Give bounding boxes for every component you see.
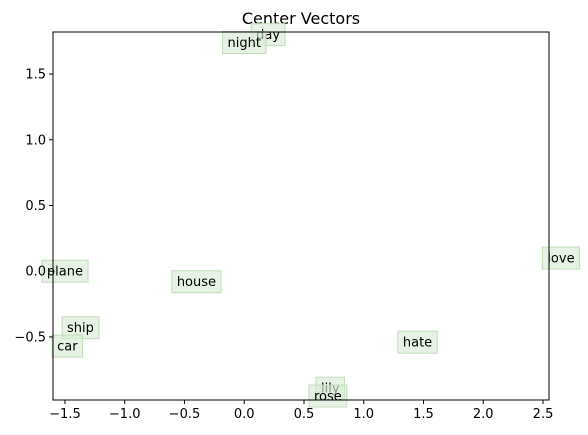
x-tick-label: −0.5 [169,407,201,422]
word-label: love [547,252,574,267]
word-label: ship [67,321,94,336]
x-tick-label: 1.0 [353,407,374,422]
word-label-box [51,334,84,358]
y-tick-label: 1.0 [25,133,46,148]
word-label: house [177,275,216,290]
word-point-love: love [541,246,581,270]
word-labels: daynightloveplanehouseshipcarhatelilyros… [41,23,581,408]
y-tick-label: −0.5 [14,330,46,345]
word-point-hate: hate [397,330,438,354]
word-point-plane: plane [41,259,89,283]
word-label-box [541,246,581,270]
word-point-night: night [222,31,267,55]
x-tick-label: −1.0 [109,407,141,422]
word-label-box [308,384,348,408]
x-tick-label: 2.5 [533,407,554,422]
word-label: plane [47,265,83,280]
word-label: night [228,36,261,51]
word-label: rose [314,390,342,405]
x-tick-label: 0.5 [294,407,315,422]
word-point-car: car [51,334,84,358]
x-tick-label: 0.0 [234,407,255,422]
y-axis: −0.5 0.0 0.5 1.0 1.5 [14,68,53,345]
word-label-box [397,330,438,354]
y-tick-label: 0.0 [25,265,46,280]
word-label: car [57,340,78,355]
word-label-box [171,270,222,294]
x-tick-label: 1.5 [413,407,434,422]
word-point-rose: rose [308,384,348,408]
x-tick-label: 2.0 [473,407,494,422]
word-label: hate [403,336,432,351]
y-tick-label: 0.5 [25,199,46,214]
x-tick-label: −1.5 [49,407,81,422]
word-point-ship: ship [61,316,100,340]
word-point-house: house [171,270,222,294]
plot-area [52,31,550,401]
y-tick-label: 1.5 [25,68,46,83]
x-axis: −1.5 −1.0 −0.5 0.0 0.5 1.0 1.5 2.0 2.5 [49,400,553,422]
